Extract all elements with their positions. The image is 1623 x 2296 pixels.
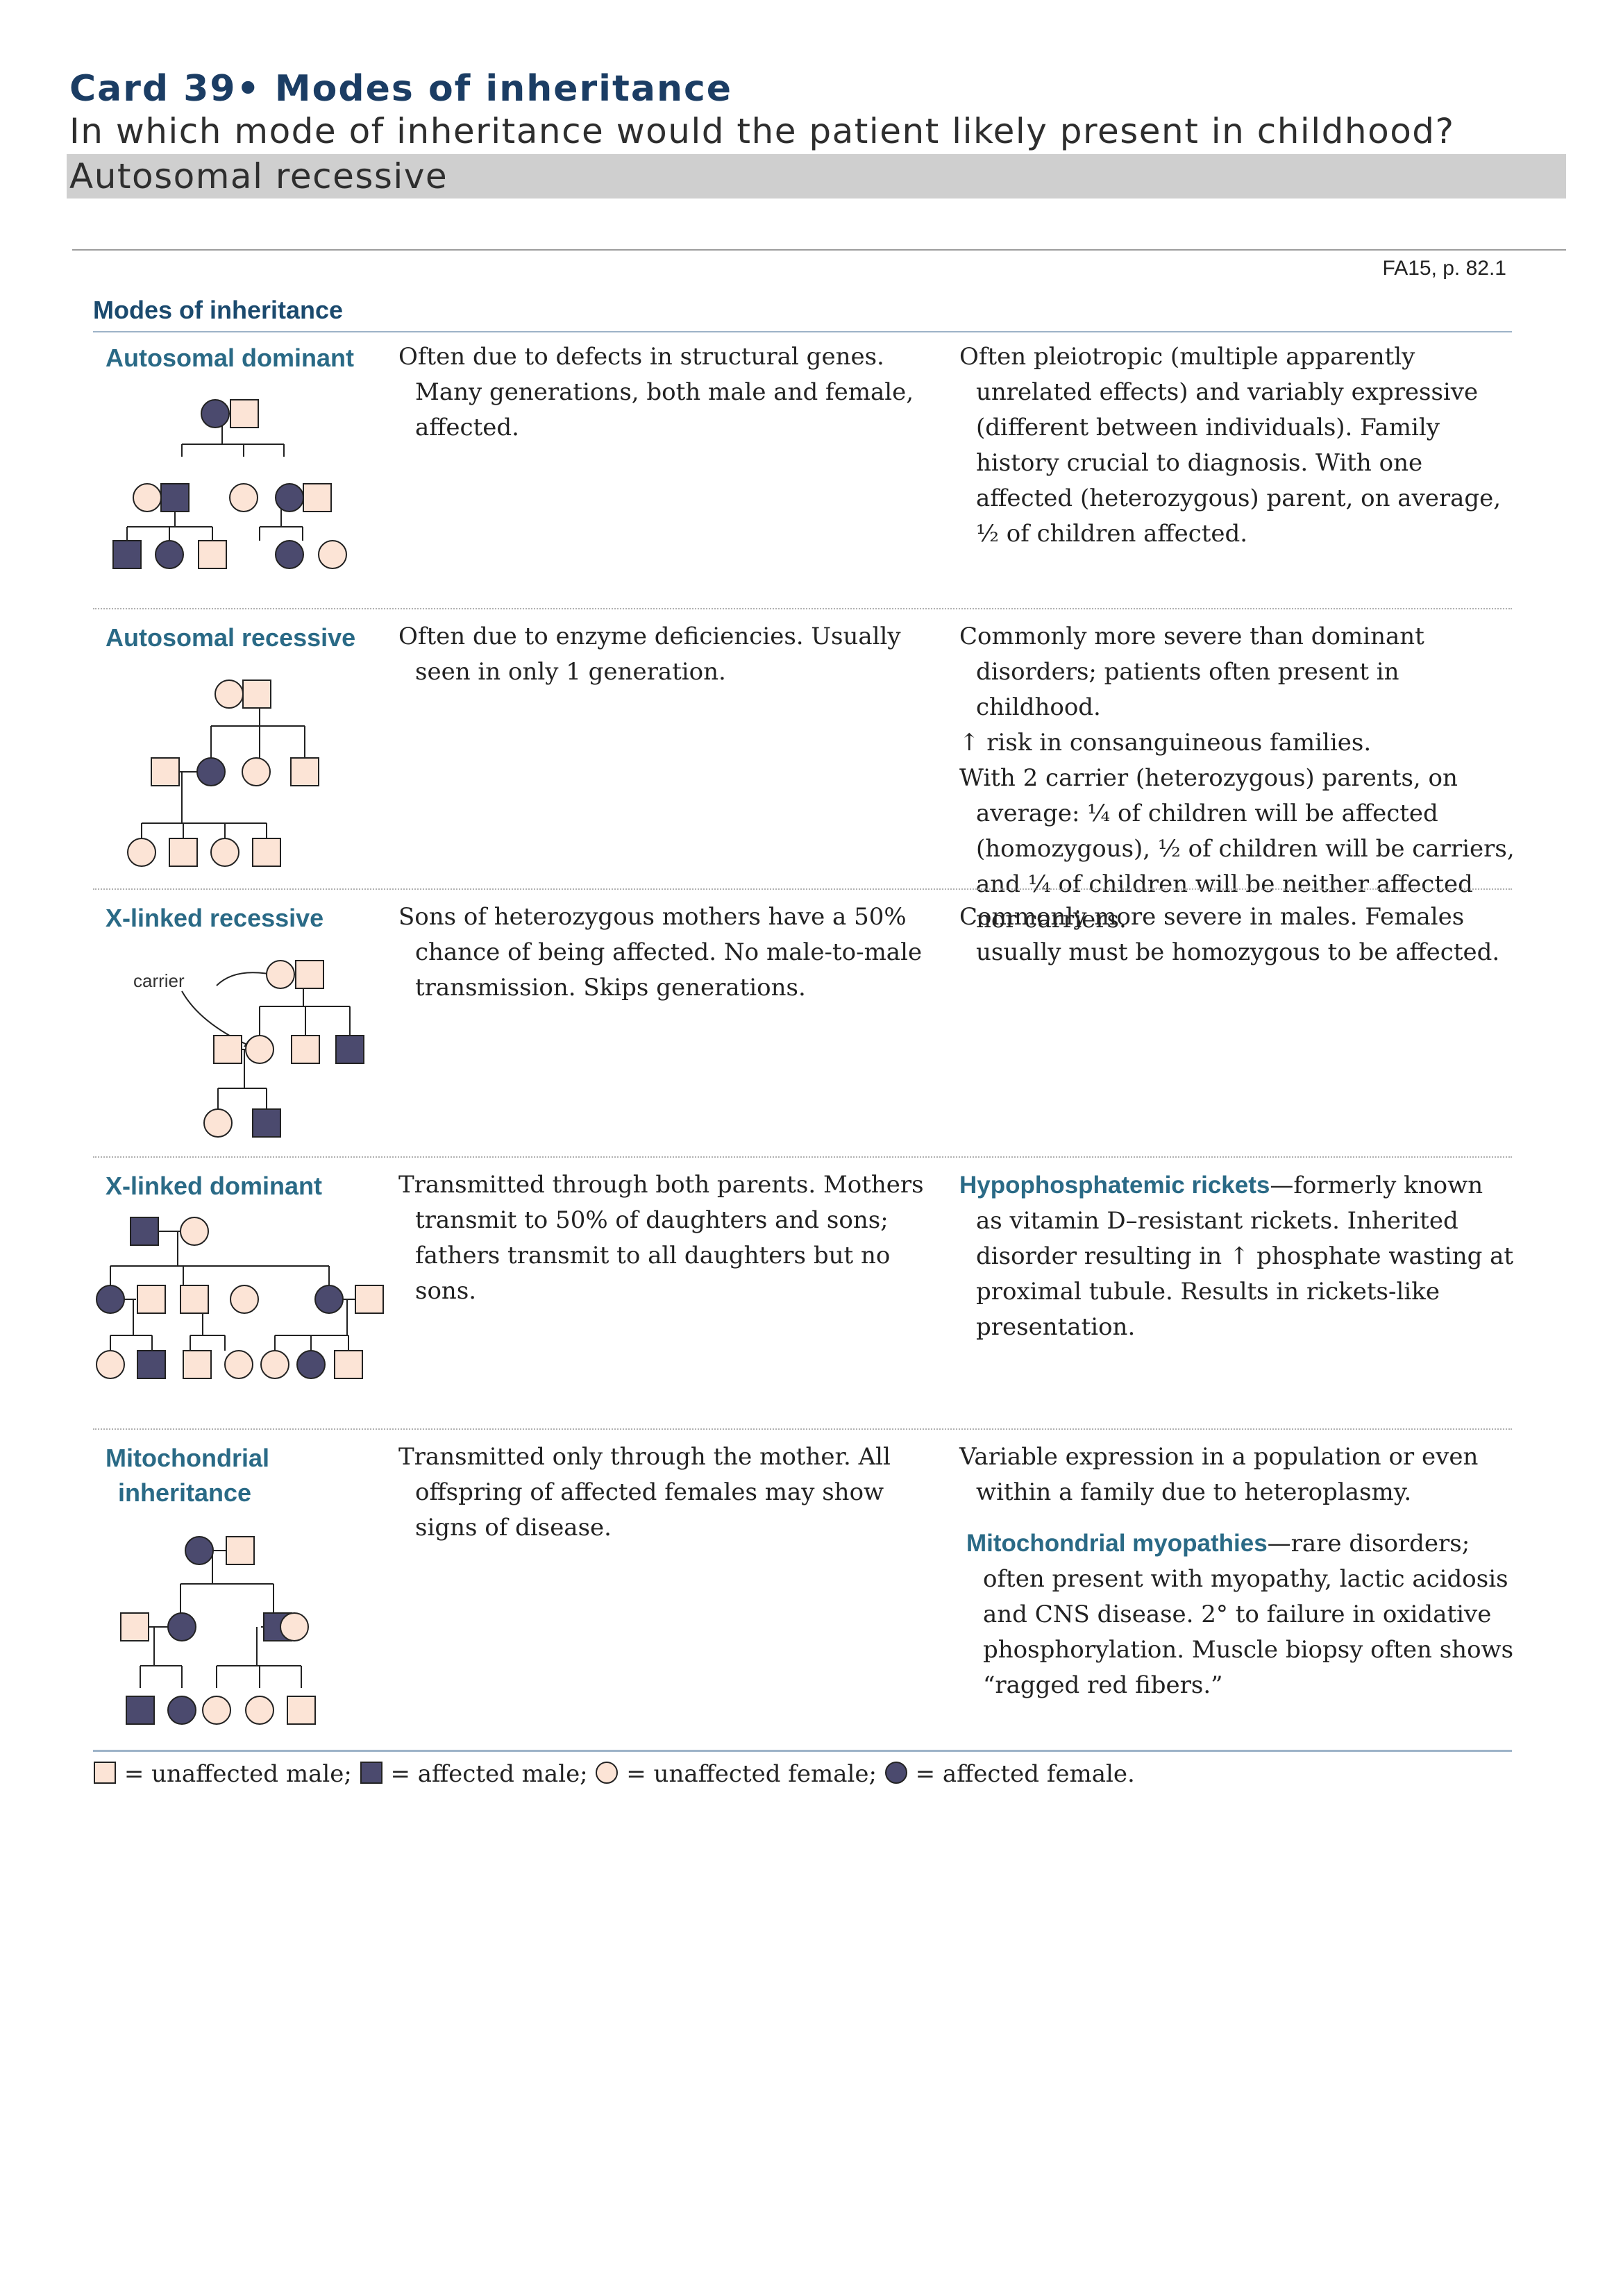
legend-unaffected-female: = unaffected female;: [626, 1760, 877, 1788]
unaffected-male-icon: [94, 1762, 116, 1784]
card-title: Card 39• Modes of inheritance: [69, 68, 733, 110]
pedigree-x-linked-dominant: [96, 1217, 384, 1379]
row-x-linked-dominant: X-linked dominant: [93, 1165, 1514, 1426]
row-divider: [93, 1156, 1512, 1158]
mode-name: Autosomal dominant: [106, 344, 354, 372]
row-divider: [93, 608, 1512, 609]
notes: Hypophosphatemic rickets—formerly known …: [959, 1172, 1514, 1341]
notes: Commonly more severe in males. Females u…: [959, 903, 1500, 966]
mode-name: Autosomal recessive: [106, 623, 356, 652]
row-autosomal-recessive: Autosomal recessive: [93, 616, 1515, 934]
row-mitochondrial-inheritance: Mitochondrial inheritance: [93, 1437, 1514, 1746]
carrier-label: carrier: [133, 970, 185, 991]
footer-rule: [93, 1750, 1512, 1752]
description: Transmitted only through the mother. All…: [398, 1443, 891, 1542]
pedigree-autosomal-recessive: [127, 679, 319, 867]
unaffected-female-icon: [596, 1762, 619, 1784]
description: Transmitted through both parents. Mother…: [398, 1171, 924, 1305]
affected-female-icon: [884, 1762, 907, 1784]
section-title: Modes of inheritance: [93, 296, 344, 324]
page-reference: FA15, p. 82.1: [1382, 257, 1506, 280]
legend-affected-female: = affected female.: [915, 1760, 1135, 1788]
card-question: In which mode of inheritance would the p…: [69, 111, 1455, 151]
notes: Variable expression in a population or e…: [959, 1443, 1514, 1699]
mode-name: Mitochondrial inheritance: [106, 1444, 269, 1507]
legend: = unaffected male; = affected male; = un…: [93, 1760, 1135, 1788]
row-x-linked-recessive: X-linked recessive carrier: [93, 897, 1512, 1154]
affected-male-icon: [360, 1762, 382, 1784]
description: Sons of heterozygous mothers have a 50% …: [398, 903, 923, 1002]
description: Often due to defects in structural genes…: [398, 343, 914, 441]
header-rule: [93, 331, 1512, 332]
row-autosomal-dominant: Autosomal dominant: [93, 337, 1512, 605]
pedigree-autosomal-dominant: [112, 399, 347, 569]
term-mitochondrial-myopathies: Mitochondrial myopathies: [966, 1530, 1268, 1557]
notes: Often pleiotropic (multiple apparently u…: [959, 343, 1502, 548]
pedigree-x-linked-recessive: carrier: [133, 960, 364, 1138]
pedigree-mitochondrial: [120, 1536, 316, 1725]
notes: Commonly more severe than dominant disor…: [959, 623, 1515, 934]
term-hypophosphatemic-rickets: Hypophosphatemic rickets: [959, 1172, 1270, 1199]
row-divider: [93, 888, 1512, 890]
mode-name: X-linked dominant: [106, 1172, 323, 1200]
legend-unaffected-male: = unaffected male;: [124, 1760, 352, 1788]
card-answer: Autosomal recessive: [67, 154, 1566, 199]
legend-affected-male: = affected male;: [390, 1760, 588, 1788]
mode-name: X-linked recessive: [106, 904, 324, 932]
description: Often due to enzyme deficiencies. Usuall…: [398, 623, 901, 686]
divider: [72, 249, 1566, 251]
row-divider: [93, 1428, 1512, 1430]
